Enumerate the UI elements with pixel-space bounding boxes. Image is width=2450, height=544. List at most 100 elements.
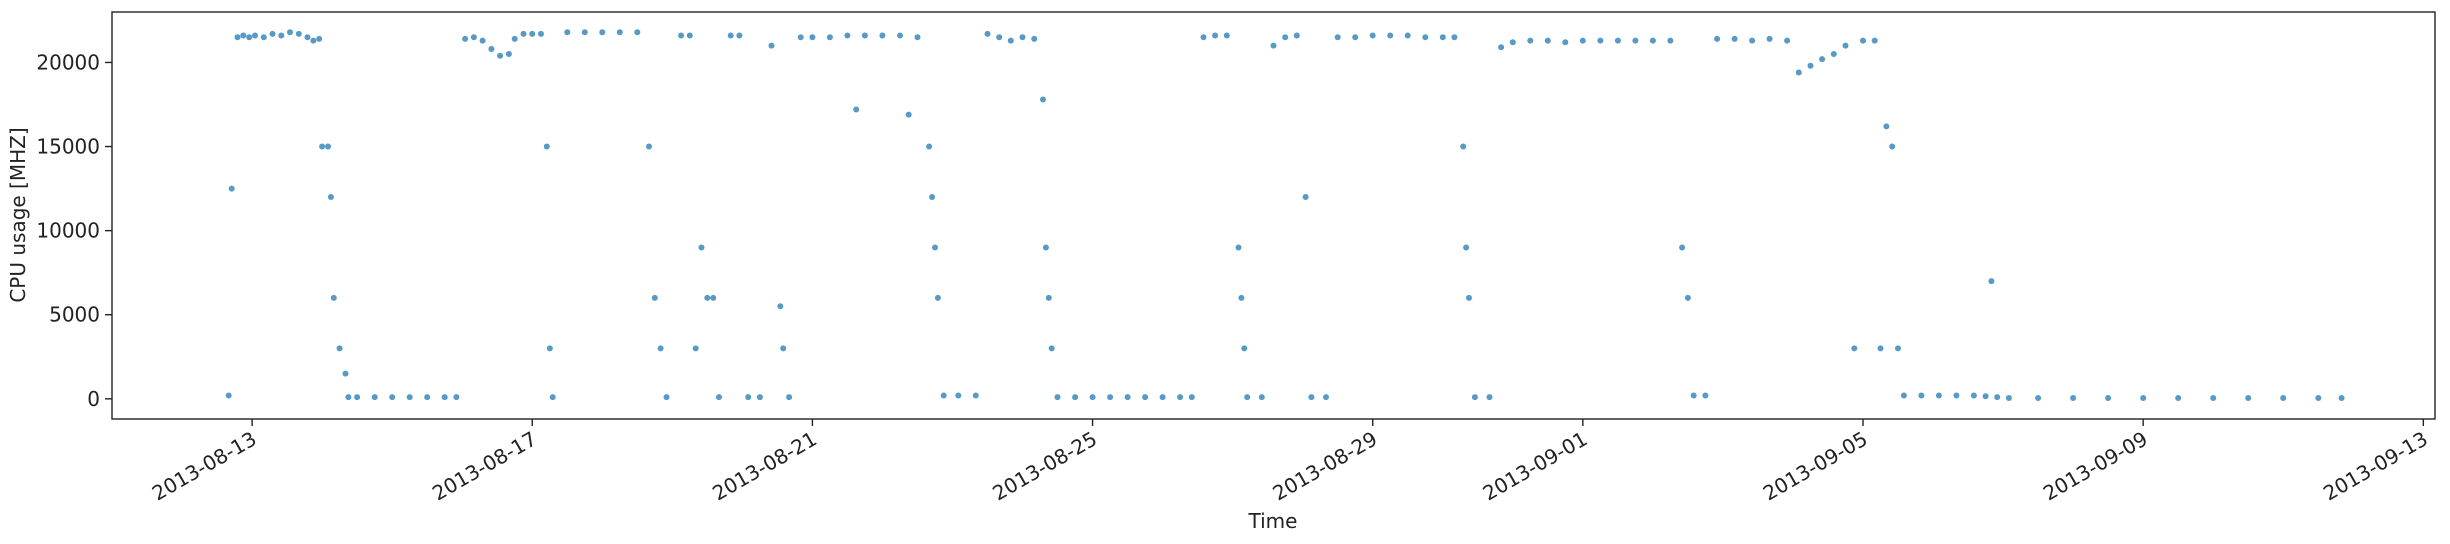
data-point: [826, 34, 833, 41]
data-point: [1953, 392, 1960, 399]
data-point: [453, 394, 460, 401]
data-point: [1614, 37, 1621, 44]
y-tick-label: 10000: [36, 219, 100, 243]
data-point: [634, 29, 641, 36]
data-point: [295, 30, 302, 37]
data-point: [736, 32, 743, 39]
data-point: [1918, 392, 1925, 399]
data-point: [686, 32, 693, 39]
data-point: [1871, 37, 1878, 44]
data-point: [1188, 394, 1195, 401]
data-point: [914, 34, 921, 41]
data-point: [1387, 32, 1394, 39]
data-point: [225, 392, 232, 399]
y-tick-label: 5000: [49, 303, 100, 327]
data-point: [1684, 294, 1691, 301]
data-point: [1632, 37, 1639, 44]
data-point: [934, 294, 941, 301]
data-point: [1900, 392, 1907, 399]
data-point: [234, 34, 241, 41]
data-point: [861, 32, 868, 39]
data-point: [1749, 37, 1756, 44]
data-point: [1667, 37, 1674, 44]
data-point: [1404, 32, 1411, 39]
data-point: [926, 143, 933, 150]
data-point: [406, 394, 413, 401]
data-point: [1498, 44, 1505, 51]
data-point: [1048, 345, 1055, 352]
data-point: [940, 392, 947, 399]
data-point: [2210, 395, 2217, 401]
data-point: [2245, 395, 2252, 401]
data-point: [1302, 194, 1309, 200]
data-point: [1439, 34, 1446, 41]
data-point: [371, 394, 378, 401]
data-point: [1935, 392, 1942, 399]
data-point: [354, 394, 361, 401]
data-point: [929, 194, 936, 200]
data-point: [1970, 392, 1977, 399]
data-point: [546, 345, 553, 352]
data-point: [768, 42, 775, 49]
data-point: [470, 34, 477, 41]
data-point: [1235, 244, 1242, 251]
y-tick-label: 15000: [36, 135, 100, 159]
data-point: [780, 345, 787, 352]
data-point: [1270, 42, 1277, 49]
data-point: [1241, 345, 1248, 352]
data-point: [316, 35, 323, 42]
data-point: [479, 37, 486, 44]
data-point: [1597, 37, 1604, 44]
data-point: [1308, 394, 1315, 401]
data-point: [1877, 345, 1884, 352]
data-point: [1352, 34, 1359, 41]
data-point: [462, 35, 469, 42]
data-point: [1830, 51, 1837, 57]
data-point: [1988, 278, 1995, 285]
data-point: [1258, 394, 1265, 401]
data-point: [1334, 34, 1341, 41]
y-axis-ticks: 0 5000 10000 15000 20000: [36, 50, 112, 411]
data-point: [1107, 394, 1114, 401]
data-point: [663, 394, 670, 401]
data-point: [543, 143, 550, 150]
data-point: [1486, 394, 1493, 401]
data-point: [692, 345, 699, 352]
data-point: [1714, 35, 1721, 42]
data-point: [1238, 294, 1245, 301]
data-point: [716, 394, 722, 401]
data-point: [972, 392, 979, 399]
data-point: [319, 143, 326, 150]
data-point: [1784, 37, 1791, 44]
data-point: [564, 29, 571, 36]
data-point: [538, 30, 544, 37]
data-point: [246, 34, 253, 41]
data-point: [984, 30, 991, 37]
data-point: [1142, 394, 1149, 401]
data-point: [1369, 32, 1376, 39]
data-point: [905, 111, 912, 118]
data-point: [651, 294, 658, 301]
data-point: [809, 34, 816, 41]
data-point: [1982, 393, 1989, 400]
data-point: [1031, 35, 1038, 42]
data-point: [710, 294, 717, 301]
data-point: [1089, 394, 1096, 401]
data-point: [1562, 39, 1569, 46]
data-point: [1527, 37, 1534, 44]
data-point: [240, 32, 247, 39]
data-point: [2070, 395, 2077, 401]
data-point: [529, 30, 536, 37]
data-point: [1649, 37, 1656, 44]
data-point: [616, 29, 623, 36]
data-point: [1054, 394, 1061, 401]
data-point: [1293, 32, 1300, 39]
data-point: [1795, 69, 1802, 76]
data-point: [1007, 37, 1014, 44]
data-point: [488, 46, 495, 52]
data-point: [1679, 244, 1686, 251]
data-point: [1463, 244, 1470, 251]
data-point: [1807, 62, 1814, 69]
